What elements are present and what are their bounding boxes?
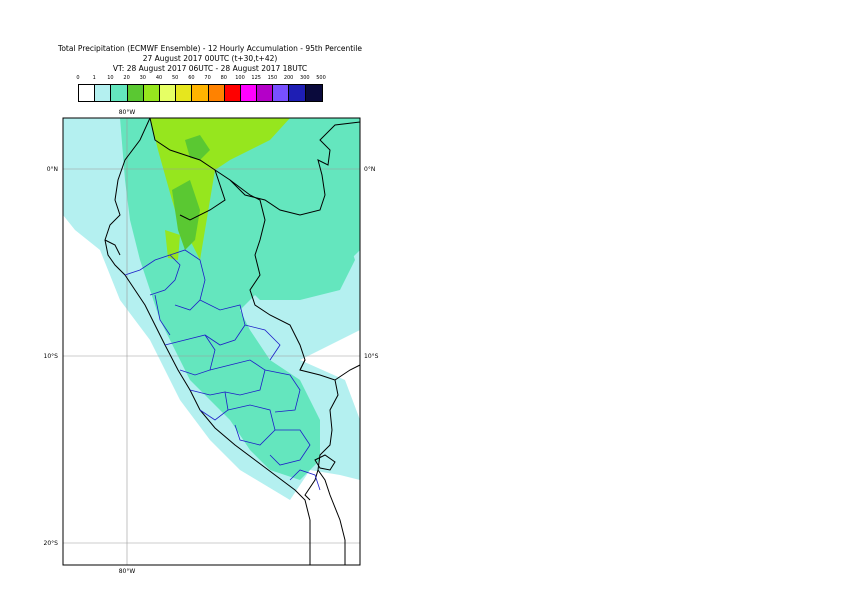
lat-label-0-right: 0°N [364,166,375,173]
map-frame [62,117,361,566]
legend-label: 20 [123,75,130,81]
legend-label: 200 [283,75,294,81]
precip-field [63,118,360,565]
lon-label-bottom: 80°W [119,568,136,575]
legend-swatch [127,85,144,101]
legend-swatch [305,85,322,101]
legend-label: 10 [107,75,114,81]
legend-swatch [273,85,290,101]
legend-label: 125 [251,75,261,81]
legend-label: 300 [300,75,310,81]
legend-label: 70 [204,75,211,81]
legend-label: 80 [220,75,227,81]
legend-colorbar [78,84,323,102]
lat-label-10-left: 10°S [44,353,59,360]
lon-label-top: 80°W [119,109,136,116]
legend-swatch [192,85,209,101]
map-title: Total Precipitation (ECMWF Ensemble) - 1… [58,44,362,53]
legend-swatch [111,85,128,101]
lat-label-0-left: 0°N [47,166,58,173]
legend-label: 30 [139,75,146,81]
valid-time: VT: 28 August 2017 06UTC - 28 August 201… [112,64,308,73]
legend-label: 60 [188,75,195,81]
legend-label: 150 [267,75,278,81]
coastline [104,117,361,565]
legend-label: 0 [76,75,80,81]
lat-label-10-right: 10°S [364,353,379,360]
legend-label: 1 [92,75,96,81]
legend-swatch [224,85,241,101]
legend-swatch [143,85,160,101]
legend-swatch [159,85,177,101]
legend-swatch [79,85,96,101]
legend-swatch [176,85,193,101]
legend-swatch [289,85,306,101]
legend-label: 100 [235,75,245,81]
legend-labels: 0 1 10 20 30 40 50 60 70 80 100 125 150 200 300 500 [70,75,360,83]
legend-label: 500 [316,75,326,81]
legend-label: 40 [155,75,163,81]
legend-swatch [208,85,225,101]
legend-swatch [257,85,274,101]
base-time: 27 August 2017 00UTC (t+30,t+42) [142,54,278,63]
regional-borders [124,249,321,491]
lat-label-20-left: 20°S [44,540,59,547]
legend-swatch [240,85,258,101]
graticule [63,118,360,565]
legend-label: 50 [172,75,179,81]
legend-swatch [95,85,112,101]
